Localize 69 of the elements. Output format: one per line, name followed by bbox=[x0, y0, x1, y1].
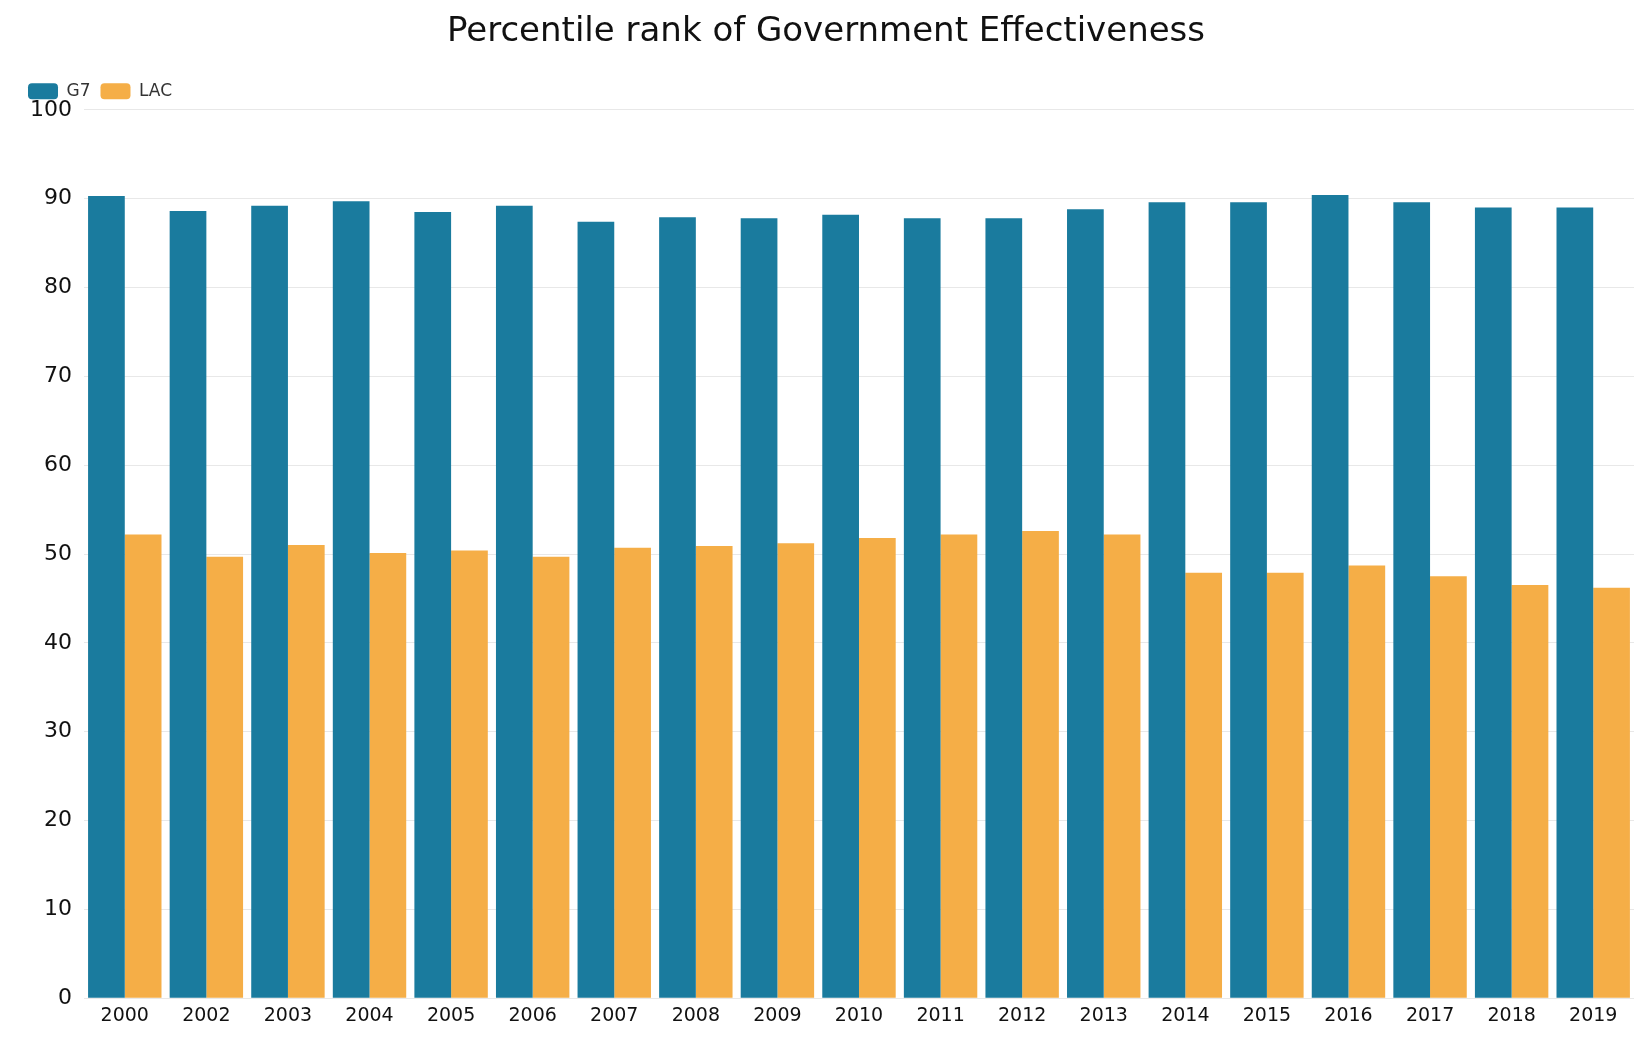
x-tick-label: 2006 bbox=[508, 1002, 557, 1025]
bar bbox=[1511, 585, 1549, 998]
y-tick-label: 70 bbox=[43, 362, 72, 388]
bar bbox=[206, 556, 244, 998]
bar bbox=[740, 218, 778, 998]
bar bbox=[1067, 209, 1104, 998]
bar bbox=[495, 205, 533, 998]
bar bbox=[1593, 587, 1630, 998]
x-tick-label: 2004 bbox=[345, 1002, 394, 1025]
bar bbox=[251, 205, 288, 998]
x-tick-label: 2013 bbox=[1079, 1002, 1128, 1025]
y-tick-label: 40 bbox=[43, 628, 72, 654]
x-tick-label: 2005 bbox=[426, 1002, 476, 1025]
bar bbox=[88, 195, 125, 998]
x-tick-label: 2003 bbox=[263, 1002, 313, 1025]
bar bbox=[1148, 202, 1186, 998]
legend-label: LAC bbox=[138, 79, 173, 100]
x-tick-label: 2007 bbox=[590, 1002, 639, 1025]
y-tick-label: 60 bbox=[43, 450, 72, 476]
bar bbox=[695, 546, 733, 998]
bar bbox=[287, 545, 325, 998]
bar bbox=[414, 211, 452, 998]
bar bbox=[1103, 534, 1141, 998]
x-tick-label: 2014 bbox=[1161, 1002, 1210, 1025]
bar bbox=[659, 217, 696, 998]
bar bbox=[1185, 572, 1223, 998]
bar bbox=[1556, 207, 1594, 998]
y-tick-label: 50 bbox=[43, 539, 72, 565]
y-tick-label: 30 bbox=[43, 717, 72, 743]
bar bbox=[1311, 195, 1349, 998]
bar bbox=[451, 550, 488, 998]
x-tick-label: 2010 bbox=[834, 1002, 884, 1025]
x-tick-label: 2015 bbox=[1242, 1002, 1292, 1025]
bar bbox=[1393, 202, 1431, 998]
chart-title: Percentile rank of Government Effectiveness bbox=[446, 9, 1206, 50]
bar bbox=[1230, 202, 1267, 998]
x-tick-label: 2018 bbox=[1487, 1002, 1536, 1025]
x-tick-label: 2017 bbox=[1405, 1002, 1455, 1025]
bar bbox=[940, 534, 978, 998]
x-tick-label: 2019 bbox=[1569, 1002, 1618, 1025]
bar bbox=[1266, 572, 1304, 998]
x-tick-label: 2008 bbox=[671, 1002, 721, 1025]
y-tick-label: 20 bbox=[43, 806, 72, 832]
y-tick-label: 10 bbox=[43, 895, 72, 921]
bar bbox=[859, 538, 896, 998]
x-tick-label: 2002 bbox=[182, 1002, 231, 1025]
bar bbox=[532, 556, 570, 998]
bar bbox=[332, 201, 370, 998]
bar bbox=[124, 534, 162, 998]
bar bbox=[369, 553, 407, 998]
y-tick-label: 90 bbox=[43, 184, 72, 210]
x-tick-label: 2009 bbox=[753, 1002, 802, 1025]
bar bbox=[1474, 207, 1512, 998]
bar bbox=[777, 543, 815, 998]
bar bbox=[577, 221, 615, 998]
x-tick-label: 2011 bbox=[916, 1002, 965, 1025]
bar bbox=[614, 547, 651, 998]
bar bbox=[822, 214, 859, 998]
bar bbox=[1022, 530, 1059, 998]
bar bbox=[1348, 565, 1386, 998]
x-tick-label: 2000 bbox=[100, 1002, 149, 1025]
y-tick-label: 0 bbox=[57, 983, 72, 1009]
bar bbox=[169, 211, 207, 998]
x-tick-label: 2012 bbox=[997, 1002, 1047, 1025]
y-tick-label: 80 bbox=[43, 273, 72, 299]
bar bbox=[903, 218, 941, 998]
x-tick-label: 2016 bbox=[1324, 1002, 1373, 1025]
bar bbox=[985, 218, 1023, 998]
bar bbox=[1430, 576, 1467, 998]
